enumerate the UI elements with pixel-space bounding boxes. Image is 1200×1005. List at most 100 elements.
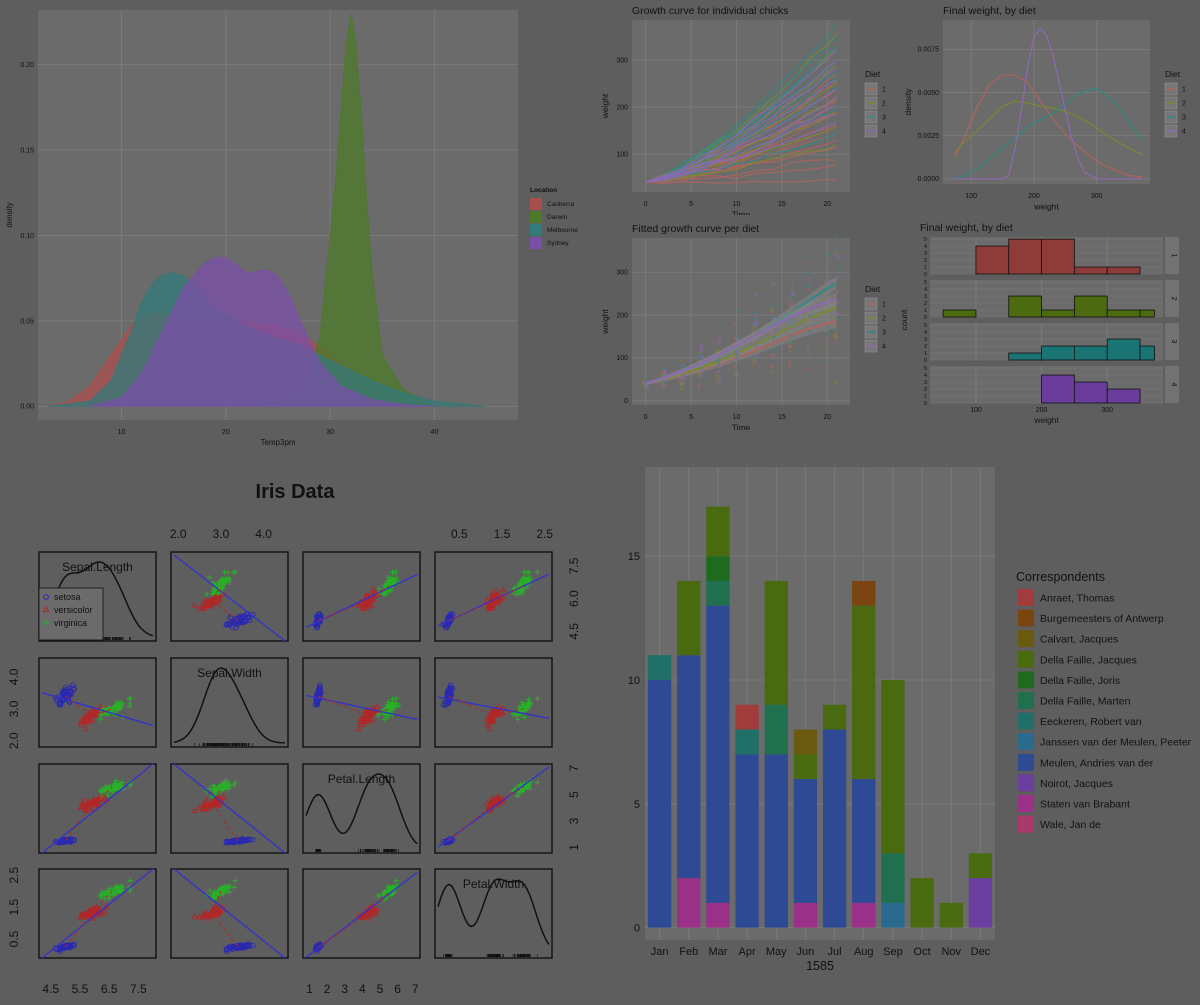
legend-label: versicolor [54, 605, 93, 615]
data-point [835, 327, 839, 331]
data-point [826, 253, 830, 257]
data-point [642, 382, 646, 386]
data-point [717, 358, 721, 362]
data-point [788, 345, 793, 349]
data-point [754, 353, 758, 357]
diagonal-variable-label: Sepal.Width [197, 666, 262, 680]
data-point [718, 376, 722, 380]
y-tick-label: 0.0075 [918, 47, 940, 54]
regression-line [41, 763, 154, 854]
data-point [698, 351, 702, 355]
x-axis-title: Temp3pm [260, 438, 295, 447]
data-point [835, 247, 839, 251]
data-point [736, 351, 740, 355]
chart-title: Final weight, by diet [920, 222, 1013, 234]
correspondents-stacked-bar-chart: 0 5 10 15 Jan Feb Mar Apr May Jun Jul Aug Sep Oct Nov D… [600, 460, 1200, 1000]
legend-label: Burgemeesters of Antwerp [1040, 613, 1164, 625]
bar-segment [706, 556, 730, 581]
virginica-point [225, 569, 231, 575]
data-point [699, 355, 704, 359]
histogram-bar [942, 309, 977, 318]
y-tick-label: 5 [634, 799, 640, 811]
data-point [752, 323, 756, 327]
legend-label: virginica [54, 618, 87, 628]
virginica-point [534, 695, 541, 701]
matrix-panel-frame [38, 657, 157, 748]
chart-title: Fitted growth curve per diet [632, 223, 759, 235]
virginica-point [225, 779, 231, 786]
y-tick-label: 3 [924, 380, 927, 386]
versicolor-point [362, 602, 369, 608]
data-point [645, 384, 649, 388]
y-tick-label: 0 [924, 315, 927, 321]
legend-label: 1 [1182, 86, 1186, 93]
virginica-point [231, 570, 237, 576]
legend-key [530, 211, 542, 223]
x-tick-label: 100 [965, 193, 977, 200]
data-point [769, 364, 773, 369]
data-point [718, 336, 722, 340]
data-point [827, 257, 831, 261]
y-tick-label: 3 [924, 337, 927, 343]
bar-segment [764, 704, 788, 755]
matrix-panel-frame [170, 868, 289, 959]
smooth-line [65, 695, 113, 716]
versicolor-point [191, 912, 198, 919]
legend-key [1018, 650, 1034, 668]
bar-segment [706, 605, 730, 903]
top-axis-tick-label: 1.5 [494, 527, 511, 541]
versicolor-point [79, 717, 86, 724]
versicolor-point [98, 794, 105, 801]
data-point [772, 337, 776, 341]
virginica-point [387, 704, 393, 710]
versicolor-point [79, 910, 86, 917]
matrix-panel-frame [170, 763, 289, 854]
bar-segment [793, 779, 818, 903]
virginica-point [526, 577, 532, 583]
data-point [769, 353, 773, 358]
virginica-point [381, 591, 387, 597]
versicolor-point [489, 707, 496, 713]
x-tick-label: 200 [1036, 407, 1048, 414]
data-point [771, 349, 775, 353]
versicolor-point [373, 906, 381, 913]
data-point [790, 289, 794, 293]
x-tick-label: Mar [708, 946, 727, 958]
data-point [752, 350, 756, 354]
data-point [826, 324, 830, 328]
virginica-point [207, 786, 213, 792]
virginica-point [210, 782, 216, 789]
data-point [806, 287, 810, 292]
data-point [680, 379, 684, 383]
data-point [718, 365, 722, 369]
x-tick-label: 20 [222, 429, 230, 436]
versicolor-point [220, 793, 228, 800]
data-point [808, 254, 812, 258]
virginica-point [517, 706, 523, 712]
setosa-point [57, 839, 63, 845]
data-point [718, 369, 722, 374]
data-point [834, 328, 838, 332]
data-point [679, 382, 684, 386]
virginica-point [226, 782, 233, 788]
data-point [642, 380, 646, 384]
legend-title: Diet [865, 284, 881, 294]
data-point [771, 335, 775, 339]
right-axis-tick-label: 7.5 [567, 557, 581, 574]
versicolor-point [215, 908, 223, 914]
versicolor-point [87, 805, 95, 812]
y-tick-label: 5 [924, 323, 927, 329]
data-point [808, 285, 812, 289]
virginica-point [526, 781, 532, 787]
legend-label: Della Faille, Joris [1040, 675, 1120, 687]
data-point [681, 375, 685, 379]
density-area-sydney [90, 257, 435, 407]
data-point [735, 352, 739, 356]
versicolor-point [200, 910, 208, 917]
virginica-point [204, 591, 210, 597]
data-point [716, 374, 720, 378]
x-axis-title: weight [1033, 415, 1059, 425]
bar-segment [881, 679, 905, 854]
data-point [661, 383, 665, 387]
facet-strip [1165, 237, 1179, 274]
